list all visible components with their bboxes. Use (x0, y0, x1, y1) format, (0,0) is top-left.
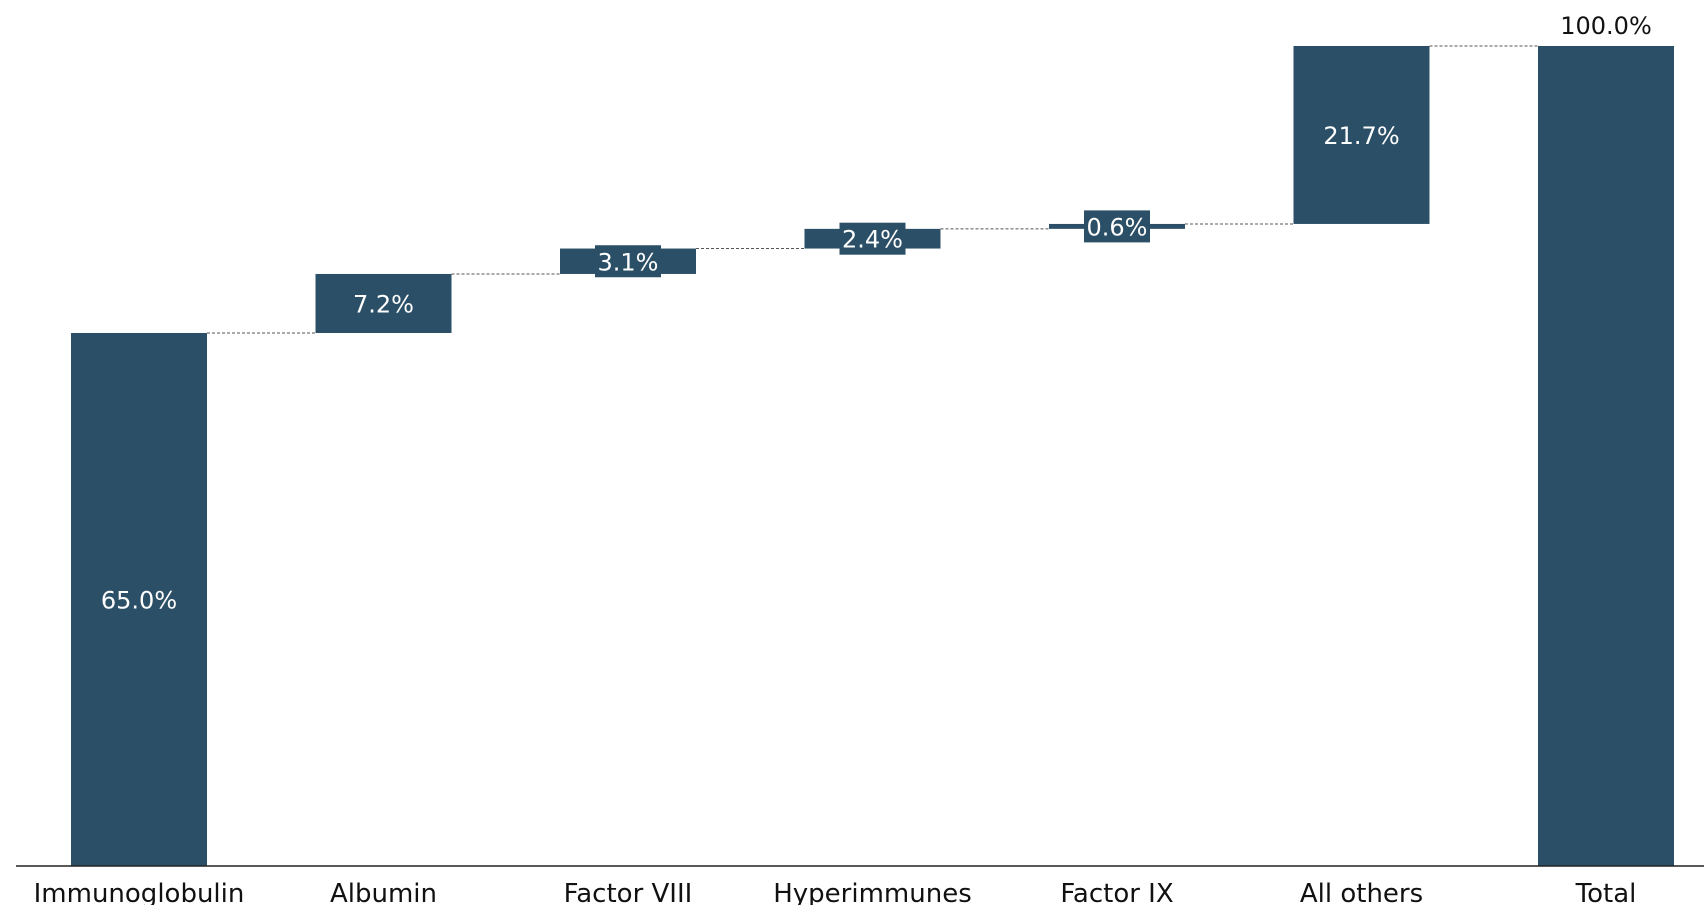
value-labels-group: 65.0% 7.2% 3.1% 2.4% 0.6% 21.7% 100.0% (101, 12, 1652, 615)
bar-immunoglobulin (71, 333, 207, 866)
category-label-total: Total (1575, 879, 1637, 905)
value-label-background (839, 222, 906, 255)
category-label-factor-ix: Factor IX (1060, 879, 1173, 905)
value-label-background (1084, 210, 1150, 243)
value-label-albumin: 7.2% (353, 290, 414, 318)
value-label-factor-ix: 0.6% (1087, 213, 1148, 241)
value-label-background (595, 245, 661, 278)
category-labels-group: Immunoglobulin Albumin Factor VIII Hyperimm… (34, 879, 1637, 905)
category-label-hyperimmunes: Hyperimmunes (773, 879, 972, 905)
bar-albumin (315, 273, 452, 333)
value-label-total: 100.0% (1560, 12, 1652, 40)
connector-lines (207, 45, 1538, 334)
category-label-immunoglobulin: Immunoglobulin (34, 879, 245, 905)
category-label-albumin: Albumin (330, 879, 437, 905)
value-label-all-others: 21.7% (1323, 122, 1399, 150)
bars-group (71, 46, 1674, 866)
bar-total (1538, 46, 1674, 866)
value-label-immunoglobulin: 65.0% (101, 587, 177, 615)
value-label-hyperimmunes: 2.4% (842, 226, 903, 254)
value-label-factor-viii: 3.1% (598, 248, 659, 276)
category-label-factor-viii: Factor VIII (564, 879, 693, 905)
bar-all-others (1293, 46, 1430, 224)
category-label-all-others: All others (1300, 879, 1423, 905)
